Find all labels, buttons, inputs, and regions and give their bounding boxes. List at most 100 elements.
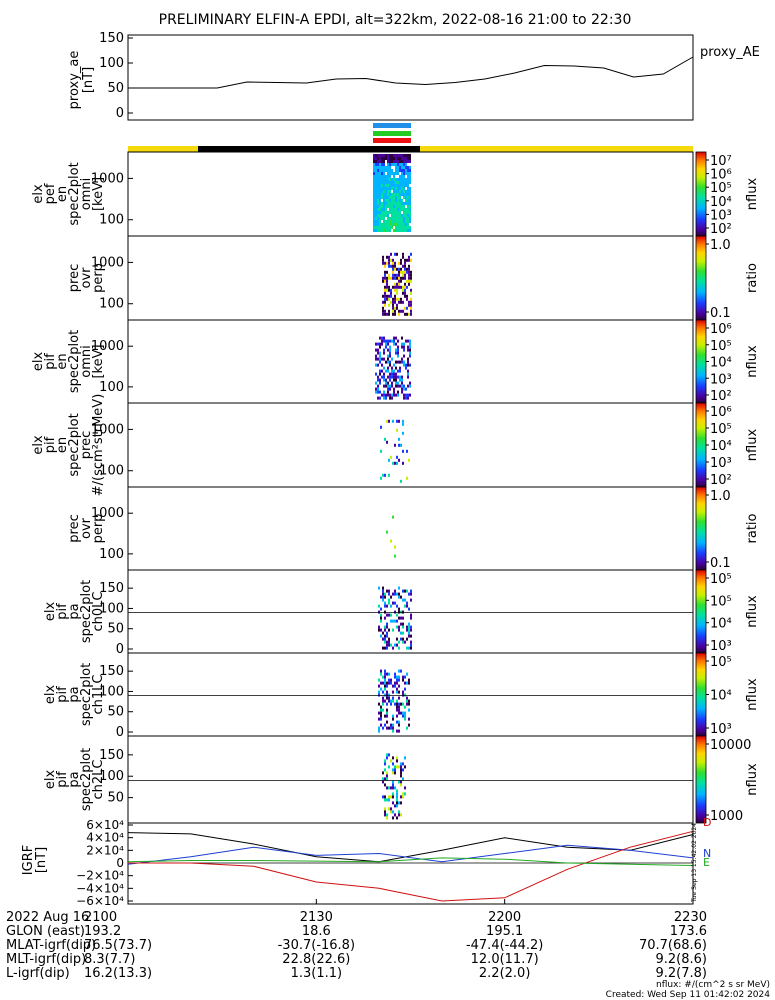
spec-pixel [399, 208, 401, 211]
spec-pixel [386, 798, 388, 802]
spec-pixel [403, 220, 405, 223]
spec-pixel [410, 312, 412, 316]
spec-ytick-label: 100 [99, 601, 124, 616]
spec-pixel [393, 190, 395, 193]
spec-pixel [403, 384, 405, 388]
spec-pixel [394, 601, 396, 605]
x-col-mlat: -47.4(-44.2) [466, 938, 543, 953]
spec-pixel [380, 613, 382, 617]
spec-pixel [398, 705, 400, 709]
spec-pixel [384, 625, 386, 629]
x-col-l: 9.2(7.8) [656, 966, 708, 981]
spec-pixel [389, 396, 391, 400]
spec-pixel [387, 214, 389, 217]
spec-pixel [373, 175, 375, 178]
spec-pixel [388, 696, 390, 700]
spec-pixel [404, 267, 406, 271]
spec-pixel [382, 261, 384, 265]
igrf-legend-n: N [703, 847, 711, 860]
spec-pixel [380, 425, 382, 429]
spec-pixel [396, 678, 398, 682]
spec-pixel [402, 288, 404, 292]
spec-pixel [386, 711, 388, 715]
spec-pixel [388, 601, 390, 605]
spec-pixel [408, 282, 410, 286]
colorbar-tick-label: 10⁷ [710, 154, 732, 169]
colorbar: 10⁵ 10⁵ 10⁴ 10³ nflux [695, 569, 760, 654]
spec-pixel [398, 675, 400, 679]
spec-pixel [385, 345, 387, 349]
spec-pixel [398, 273, 400, 277]
spec-pixel [401, 226, 403, 229]
spec-pixel [383, 339, 385, 343]
spec-ylabel-line: pif [55, 771, 70, 788]
spec-pixel [390, 604, 392, 608]
spec-pixel [393, 193, 395, 196]
spec-pixel [387, 366, 389, 370]
spec-pixel [402, 631, 404, 635]
spec-pixel [406, 589, 408, 593]
spec-pixel [381, 172, 383, 175]
spec-pixel [399, 375, 401, 379]
spec-pixel [395, 226, 397, 229]
spec-pixel [384, 637, 386, 641]
spec-pixel [398, 646, 400, 650]
spec-pixel [381, 211, 383, 214]
spec-ylabel-line: perp [91, 263, 106, 293]
spec-pixel [381, 339, 383, 343]
spec-pixel [389, 172, 391, 175]
spec-pixel [395, 384, 397, 388]
spec-pixel [377, 205, 379, 208]
x-row-label-mlt: MLT-igrf(dip) [6, 952, 86, 967]
spec-pixel [377, 229, 379, 232]
spec-pixel [389, 372, 391, 376]
spec-pixel [384, 604, 386, 608]
spec-pixel [404, 258, 406, 262]
spec-pixel [375, 169, 377, 172]
spec-pixel [388, 753, 390, 757]
spec-pixel [401, 172, 403, 175]
ae-ylabel-1: proxy_ae [67, 51, 82, 110]
spec-pixel [404, 717, 406, 721]
spec-pixel [401, 187, 403, 190]
spec-pixel [393, 160, 395, 163]
colorbar-tick-label: 10³ [710, 456, 732, 471]
spec-pixel [383, 205, 385, 208]
spec-pixel [400, 270, 402, 274]
spec-pixel [404, 589, 406, 593]
spec-pixel [396, 720, 398, 724]
spec-pixel [407, 205, 409, 208]
spec-pixel [385, 190, 387, 193]
spec-pixel [388, 303, 390, 307]
colorbar-tick-label: 10³ [710, 208, 732, 223]
mode-bar-green [373, 131, 411, 136]
spec-pixel [410, 258, 412, 262]
spec-pixel [385, 187, 387, 190]
spec-pixel [396, 804, 398, 808]
spec-ylabel-line: pa [67, 686, 82, 702]
spec-pixel [396, 455, 398, 459]
spec-pixel [386, 297, 388, 301]
spec-pixel [375, 381, 377, 385]
spec-pixel [393, 199, 395, 202]
spec-pixel [399, 196, 401, 199]
spec-pixel [378, 586, 380, 590]
spec-ylabel-line: elx [31, 184, 46, 204]
spec-pixel [384, 437, 386, 441]
spec-pixel [396, 801, 398, 805]
spec-pixel [392, 756, 394, 760]
spec-pixel [398, 595, 400, 599]
spec-pixel [391, 214, 393, 217]
spec-pixel [394, 768, 396, 772]
spec-pixel [382, 675, 384, 679]
spec-pixel [402, 285, 404, 289]
spec-pixel [389, 354, 391, 358]
spec-pixel [388, 678, 390, 682]
spec-pixel [378, 625, 380, 629]
spec-pixel [385, 214, 387, 217]
spec-pixel [380, 476, 382, 480]
spec-pixel [380, 616, 382, 620]
spec-pixel [391, 154, 393, 157]
spec-pixel [375, 214, 377, 217]
colorbar-label: nflux [745, 763, 760, 796]
